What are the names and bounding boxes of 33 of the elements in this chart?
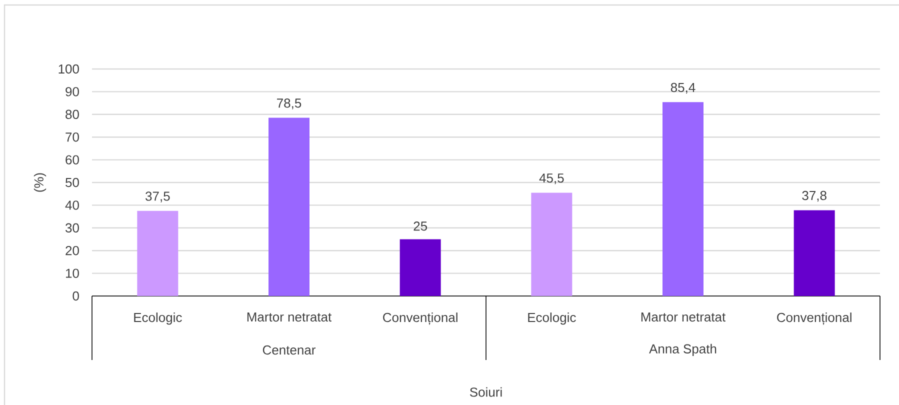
bar: [268, 118, 310, 296]
text: Anna Spath: [649, 344, 716, 356]
y-tick-label: 40: [65, 200, 79, 210]
bar: [400, 239, 441, 296]
data-label: 45,5: [539, 174, 564, 184]
y-tick-label: 60: [66, 155, 79, 164]
bar: [662, 102, 704, 296]
data-label: 78,5: [277, 98, 302, 110]
y-tick-label: 80: [66, 110, 79, 119]
y-tick-label: 0: [72, 291, 79, 301]
bar: [531, 192, 572, 296]
bar: [137, 210, 178, 296]
y-tick-label: 100: [58, 64, 79, 74]
data-label: 37,8: [802, 190, 826, 202]
text: Centenar: [262, 345, 316, 355]
y-tick-label: 90: [66, 87, 79, 96]
y-tick-label: 20: [66, 246, 79, 256]
x-axis-title: Soiuri: [470, 387, 502, 397]
x-tick-label: Convențional: [777, 312, 852, 325]
y-tick-label: 10: [66, 268, 79, 278]
data-label: 25: [414, 222, 428, 231]
x-tick-label: Convențional: [383, 312, 458, 325]
x-tick-label: Ecologic: [134, 312, 182, 325]
data-label: 85,4: [670, 82, 696, 94]
x-tick-label: Ecologic: [528, 312, 576, 325]
y-axis-title: (%): [34, 173, 46, 192]
y-tick-label: 50: [66, 178, 79, 188]
x-tick-label: Martor netratat: [247, 312, 332, 322]
x-tick-label: Martor netratat: [641, 312, 726, 322]
y-tick-label: 30: [66, 223, 79, 232]
data-label: 37,5: [146, 192, 170, 202]
y-tick-label: 70: [66, 132, 79, 142]
bar: [794, 210, 835, 296]
